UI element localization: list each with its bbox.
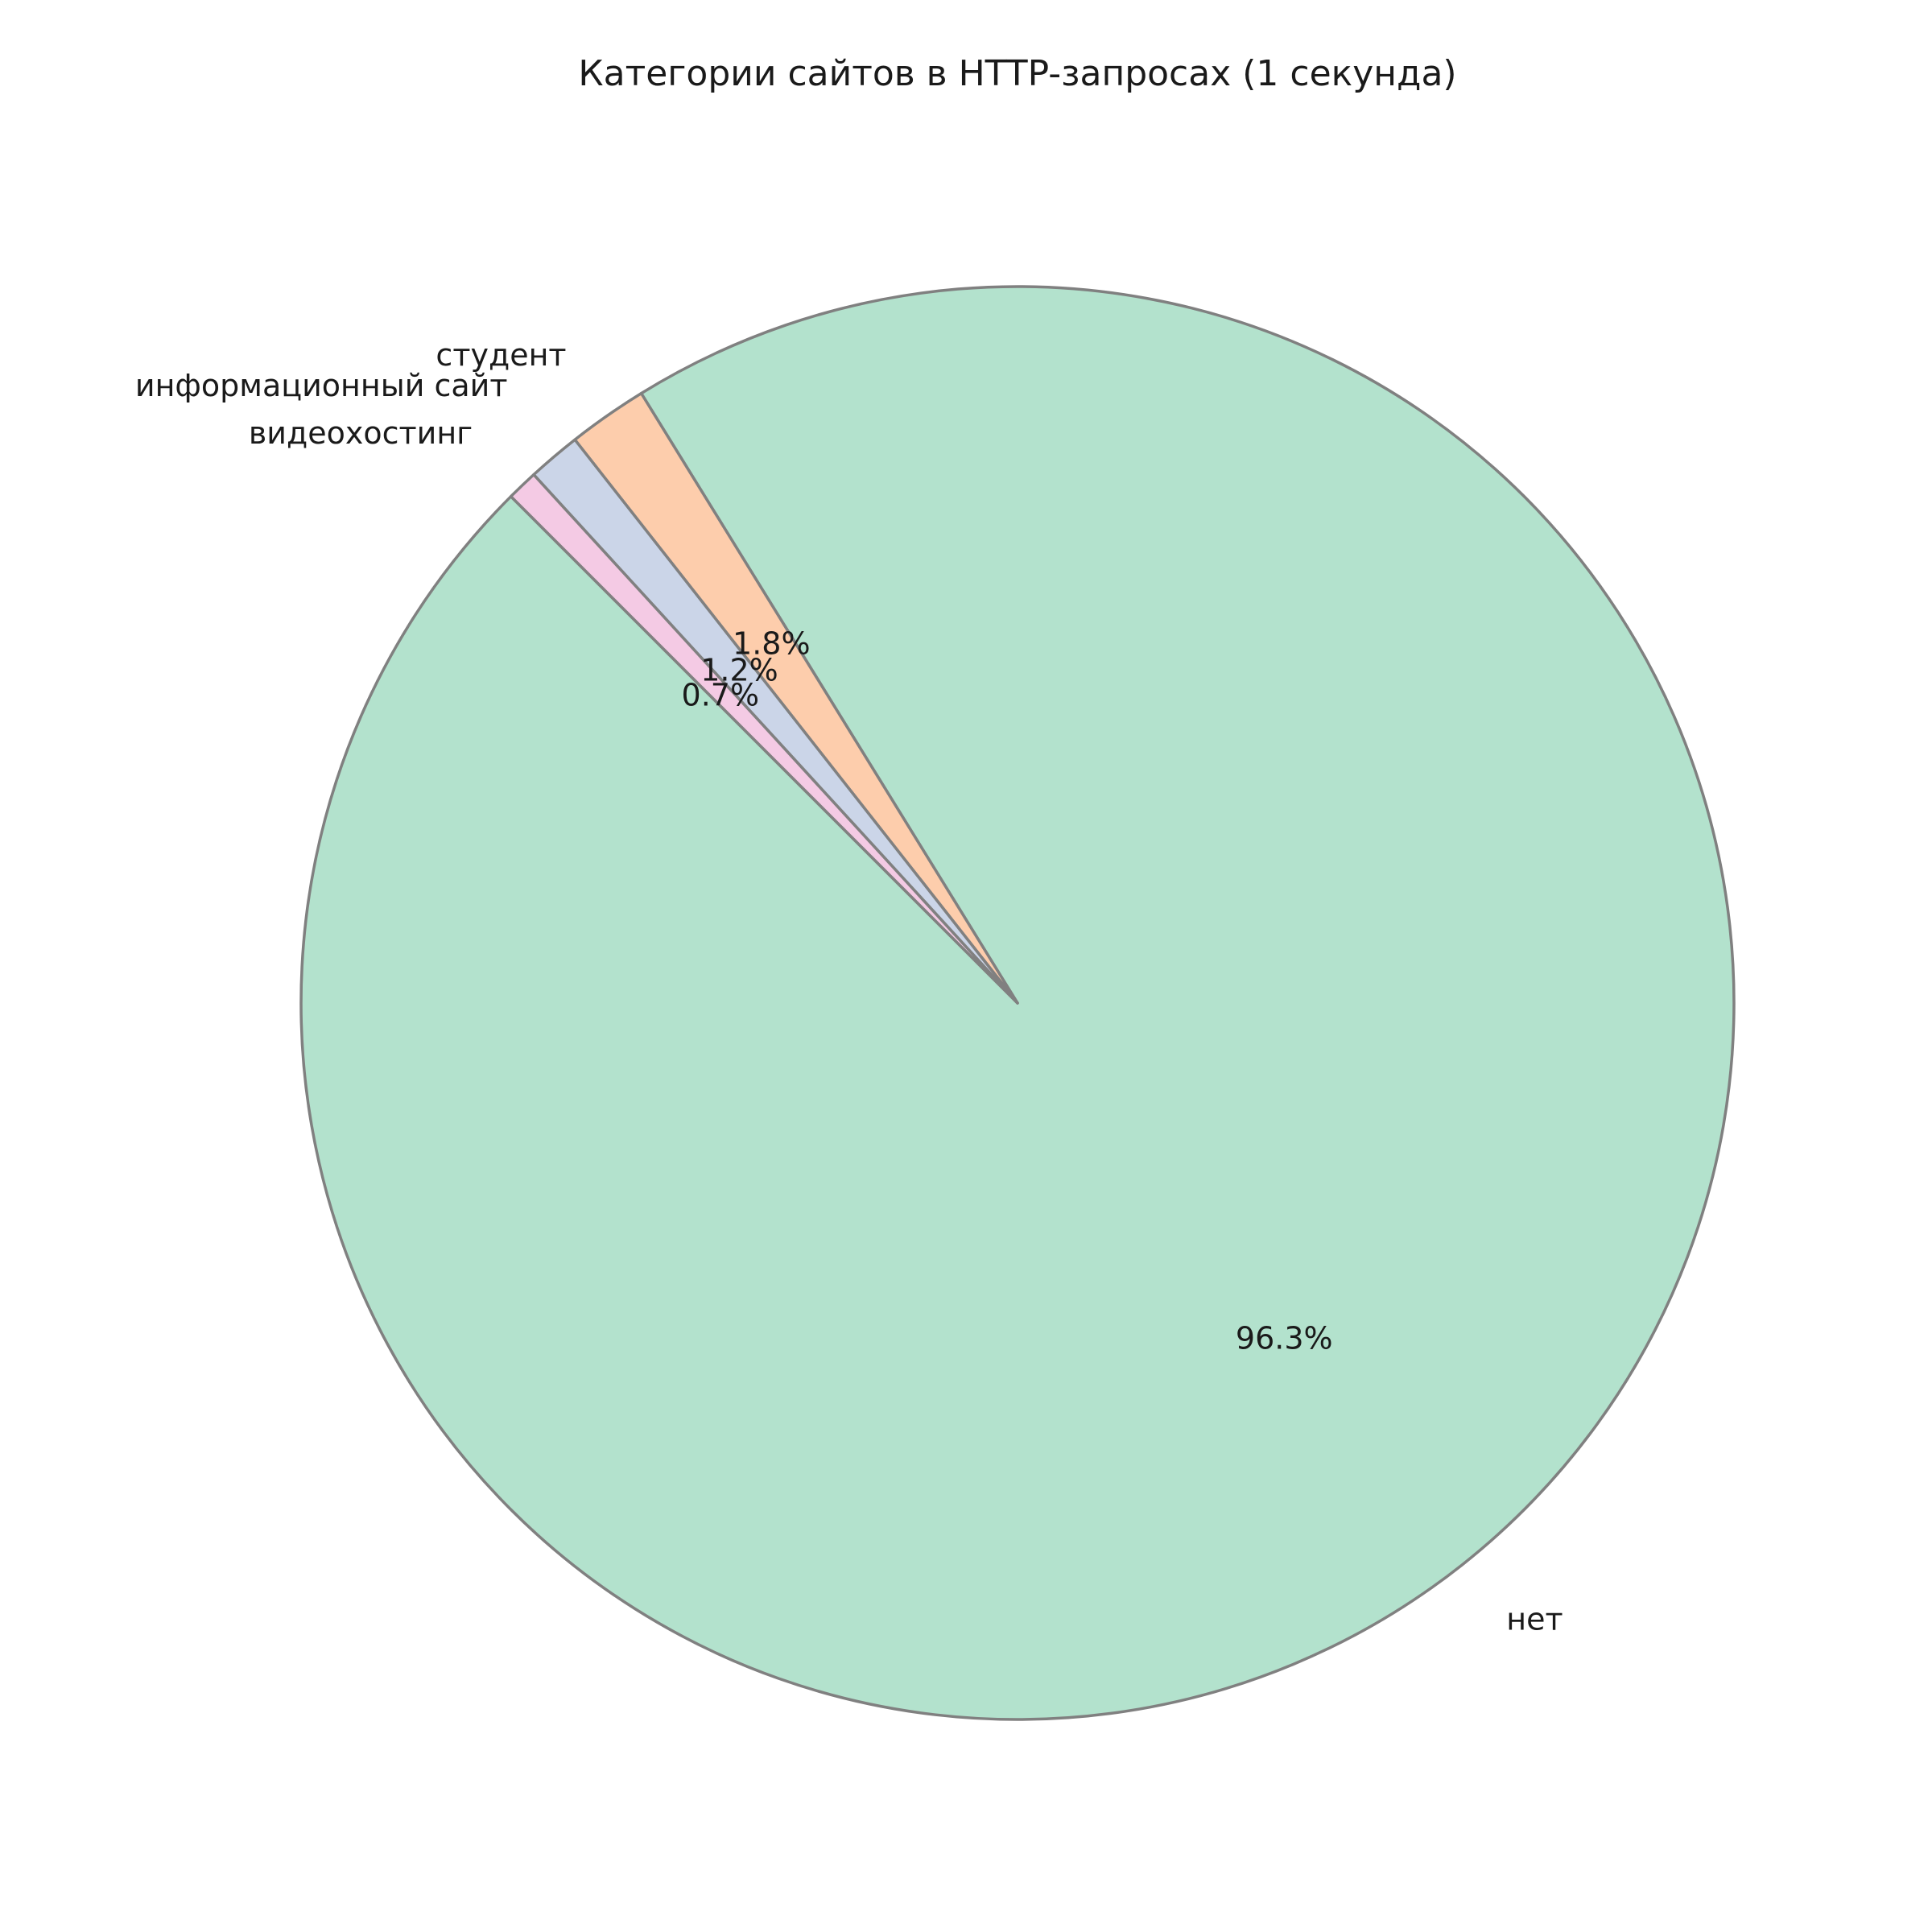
slice-label-студент: студент (436, 337, 566, 373)
pie-slice-видеохостинг (509, 473, 1019, 1005)
chart-title: Категории сайтов в HTTP-запросах (1 секу… (578, 53, 1456, 94)
slice-percent-студент: 1.8% (733, 626, 811, 662)
slice-label-информационный-сайт: информационный сайт (135, 368, 508, 403)
slice-percent-нет: 96.3% (1236, 1320, 1333, 1356)
slice-percent-информационный-сайт: 1.2% (700, 652, 778, 687)
pie-slices (299, 285, 1736, 1721)
slice-percent-видеохостинг: 0.7% (682, 678, 760, 713)
slice-label-нет: нет (1506, 1601, 1563, 1637)
slice-label-видеохостинг: видеохостинг (249, 415, 473, 451)
pie-labels: нет 96.3% студент 1.8% информационный сайт 1.… (135, 337, 1563, 1637)
